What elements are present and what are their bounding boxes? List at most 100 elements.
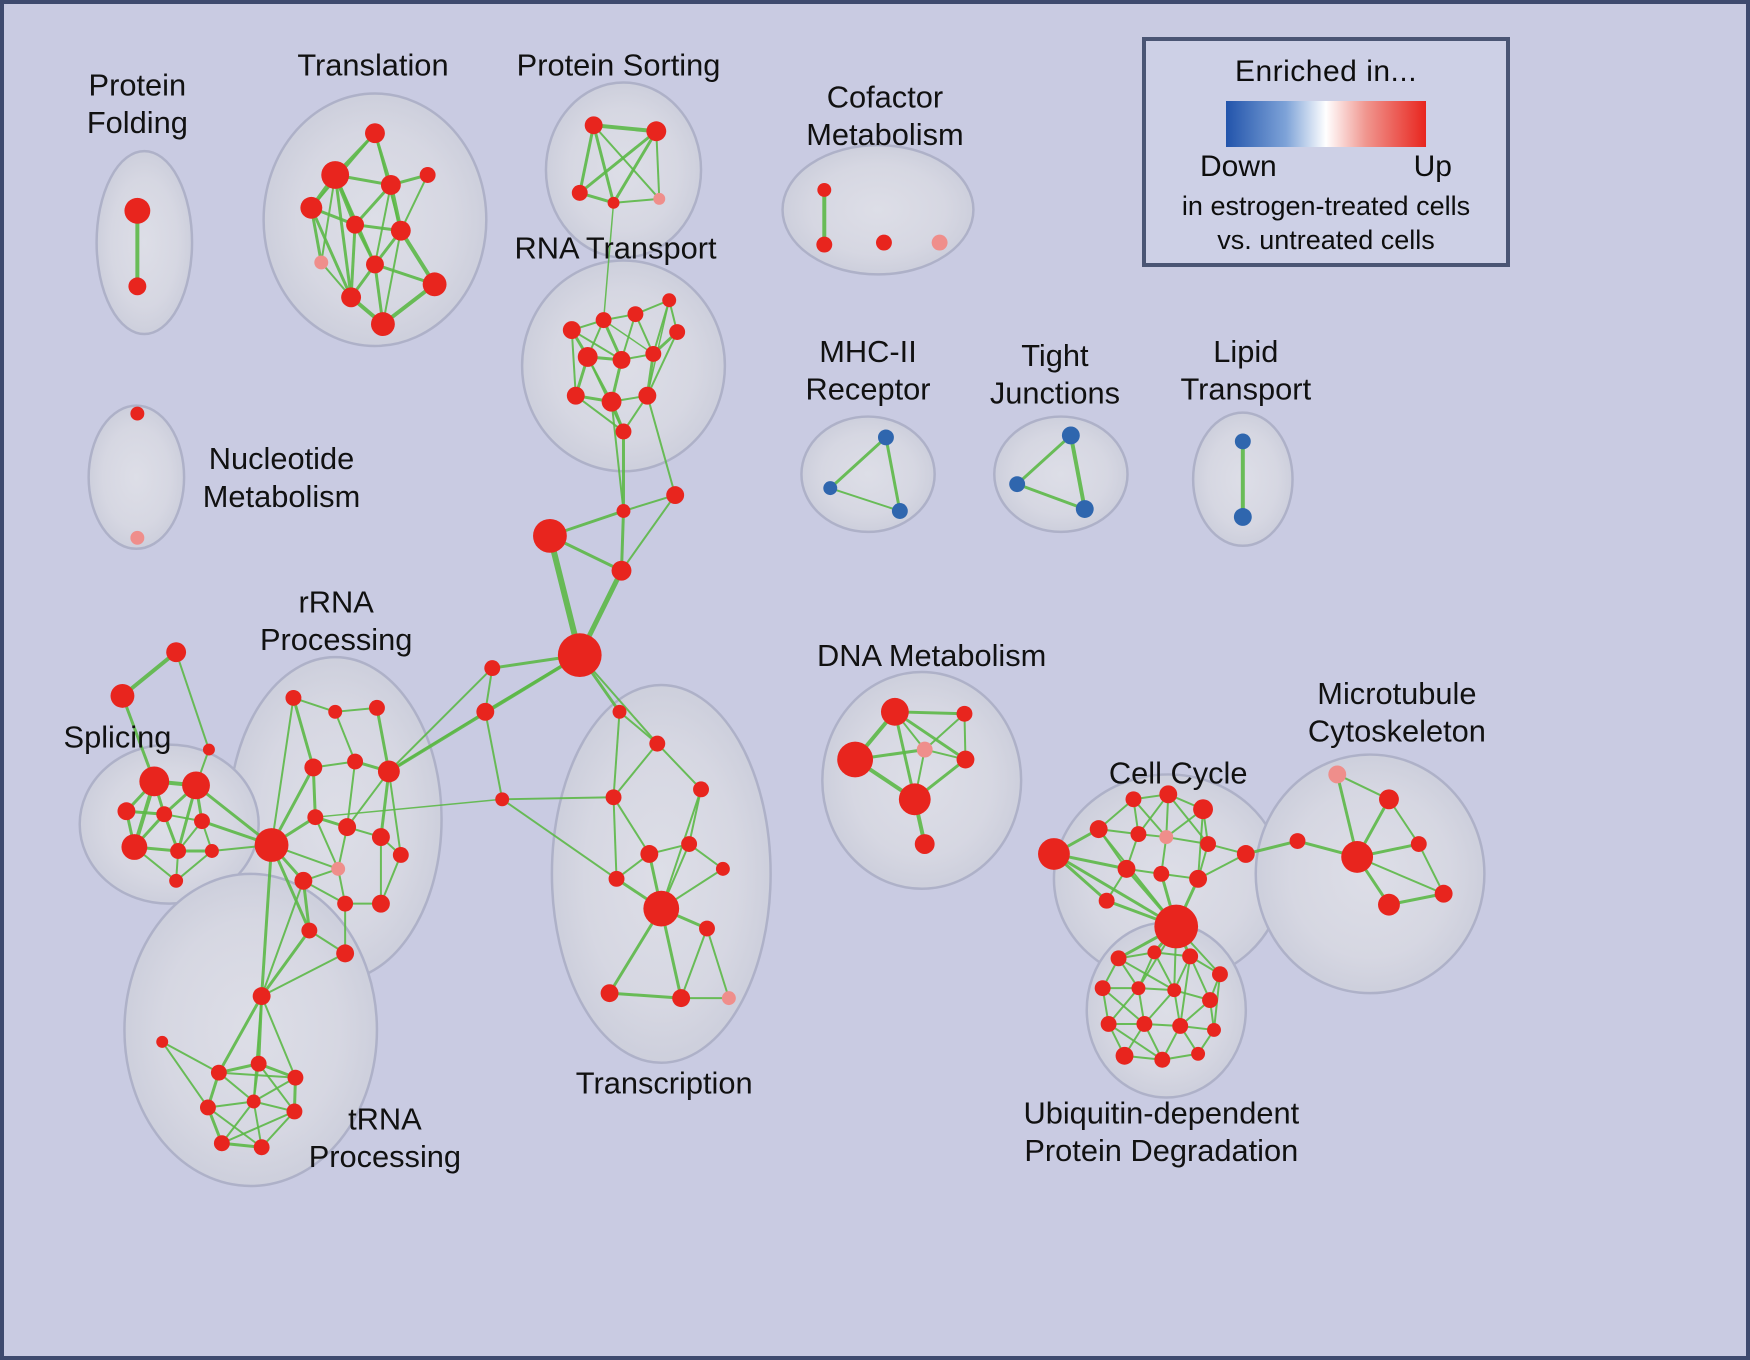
- network-node-93: [649, 735, 666, 752]
- edge: [612, 711, 621, 798]
- network-node-122: [1153, 865, 1170, 882]
- network-node-39: [557, 633, 602, 678]
- network-node-87: [199, 1099, 216, 1116]
- edge: [612, 797, 618, 879]
- edge: [1153, 951, 1176, 991]
- network-node-48: [1075, 500, 1094, 518]
- network-node-119: [1200, 836, 1216, 852]
- nodes-layer: [110, 116, 1453, 1156]
- edge: [706, 928, 730, 999]
- network-node-63: [204, 844, 219, 858]
- edge: [221, 1110, 295, 1145]
- edge: [1053, 852, 1177, 928]
- network-node-7: [346, 215, 365, 234]
- cluster-label-cofactor-metabolism: Cofactor Metabolism: [806, 79, 963, 152]
- cluster-label-protein-folding: Protein Folding: [87, 67, 188, 140]
- network-node-61: [121, 834, 148, 860]
- cluster-hull-ubiquitin-dependent-protein-degradation: [1085, 921, 1248, 1099]
- edge: [1197, 853, 1247, 880]
- edge: [121, 695, 156, 782]
- network-node-77: [294, 871, 313, 890]
- network-node-126: [1328, 765, 1347, 784]
- network-node-47: [1009, 476, 1026, 493]
- edge: [592, 124, 615, 204]
- cluster-label-microtubule-cytoskeleton: Microtubule Cytoskeleton: [1308, 676, 1486, 749]
- edge: [612, 796, 651, 855]
- edge: [656, 742, 702, 791]
- network-node-139: [1167, 983, 1182, 998]
- network-canvas: Protein Folding Translation Protein Sorting…: [64, 48, 1486, 1188]
- network-node-31: [566, 386, 585, 405]
- edge: [217, 995, 263, 1074]
- edge: [253, 1076, 296, 1103]
- edge: [593, 123, 657, 134]
- edge: [620, 494, 676, 572]
- network-node-21: [875, 234, 892, 251]
- network-node-117: [1130, 826, 1147, 843]
- edge: [349, 224, 357, 298]
- network-node-72: [307, 809, 324, 826]
- network-node-66: [328, 704, 343, 719]
- network-node-15: [646, 121, 667, 142]
- edge: [270, 697, 295, 846]
- network-node-147: [1191, 1046, 1206, 1061]
- network-node-92: [612, 704, 627, 719]
- cluster-hull-cofactor-metabolism: [781, 143, 975, 276]
- edge: [655, 131, 661, 199]
- network-node-107: [837, 741, 874, 778]
- edge: [501, 798, 618, 880]
- network-node-65: [285, 689, 302, 706]
- edge: [612, 130, 658, 204]
- edge: [612, 742, 659, 798]
- edge: [175, 651, 210, 750]
- edge: [346, 770, 390, 828]
- edge: [610, 401, 625, 512]
- edge: [221, 1100, 255, 1144]
- edge: [346, 761, 357, 828]
- cluster-label-translation: Translation: [297, 48, 448, 83]
- edge: [292, 697, 315, 768]
- edge: [620, 510, 625, 571]
- network-node-44: [823, 481, 838, 496]
- network-node-1: [128, 277, 147, 296]
- cluster-hull-tight-junctions: [993, 415, 1129, 534]
- cluster-label-splicing: Splicing: [64, 720, 172, 755]
- edge: [646, 331, 679, 397]
- edge: [261, 952, 346, 998]
- network-node-89: [286, 1103, 303, 1120]
- edge: [660, 789, 702, 909]
- edge: [623, 494, 676, 512]
- cluster-label-cell-cycle: Cell Cycle: [1109, 755, 1248, 790]
- network-node-113: [1125, 791, 1142, 808]
- network-node-40: [484, 660, 501, 677]
- network-node-115: [1193, 799, 1213, 820]
- legend-up-label: Up: [1413, 150, 1452, 183]
- network-node-9: [314, 255, 329, 270]
- network-node-59: [156, 806, 173, 823]
- network-node-88: [246, 1094, 261, 1109]
- network-node-100: [643, 890, 680, 927]
- network-node-102: [600, 984, 619, 1003]
- network-node-135: [1182, 948, 1199, 965]
- network-node-118: [1159, 830, 1174, 845]
- network-node-57: [182, 771, 210, 800]
- edge: [613, 197, 660, 204]
- edge: [646, 395, 677, 496]
- network-node-32: [601, 391, 622, 412]
- network-node-114: [1159, 785, 1178, 804]
- cluster-label-nucleotide-metabolism: Nucleotide Metabolism: [203, 441, 360, 514]
- edge: [373, 184, 392, 265]
- network-node-103: [672, 989, 691, 1008]
- network-node-43: [877, 429, 894, 446]
- edge: [320, 174, 337, 263]
- network-node-27: [669, 324, 686, 341]
- edge: [315, 798, 503, 818]
- network-node-49: [1234, 433, 1251, 450]
- network-node-52: [130, 530, 145, 545]
- network-node-112: [1038, 838, 1070, 870]
- cluster-hull-protein-folding: [95, 149, 194, 336]
- edge: [688, 789, 703, 845]
- edge: [1179, 956, 1192, 1027]
- edge: [502, 796, 614, 801]
- network-node-116: [1089, 820, 1108, 839]
